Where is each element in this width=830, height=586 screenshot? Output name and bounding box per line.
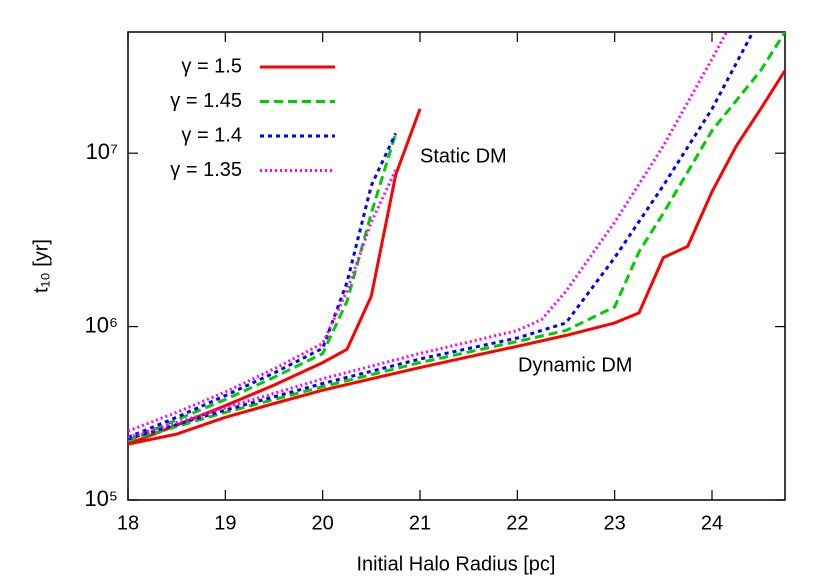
- series-line: [128, 132, 398, 439]
- annotation: Static DM: [420, 145, 507, 167]
- x-axis-label: Initial Halo Radius [pc]: [357, 553, 556, 575]
- series-line: [128, 69, 785, 446]
- plot-lines: [128, 32, 785, 446]
- legend-label: γ = 1.4: [181, 124, 242, 146]
- y-tick-label: 10⁶: [84, 312, 118, 337]
- y-axis-label: t₁₀ [yr]: [30, 239, 52, 293]
- legend-label: γ = 1.45: [170, 90, 242, 112]
- series-line: [128, 32, 728, 439]
- x-tick-label: 22: [506, 512, 528, 534]
- x-tick-label: 20: [312, 512, 334, 534]
- x-tick-label: 19: [214, 512, 236, 534]
- plot-frame: [127, 31, 786, 501]
- x-tick-label: 23: [604, 512, 626, 534]
- legend-label: γ = 1.5: [181, 55, 242, 77]
- annotation: Dynamic DM: [518, 354, 632, 376]
- y-tick-label: 10⁷: [86, 139, 118, 164]
- legend-label: γ = 1.35: [170, 159, 242, 181]
- series-line: [128, 169, 398, 433]
- x-tick-label: 21: [409, 512, 431, 534]
- y-tick-label: 10⁵: [84, 486, 118, 511]
- series-line: [128, 32, 755, 441]
- series-line: [128, 32, 785, 443]
- x-tick-label: 18: [117, 512, 139, 534]
- series-line: [128, 132, 398, 442]
- x-tick-label: 24: [701, 512, 723, 534]
